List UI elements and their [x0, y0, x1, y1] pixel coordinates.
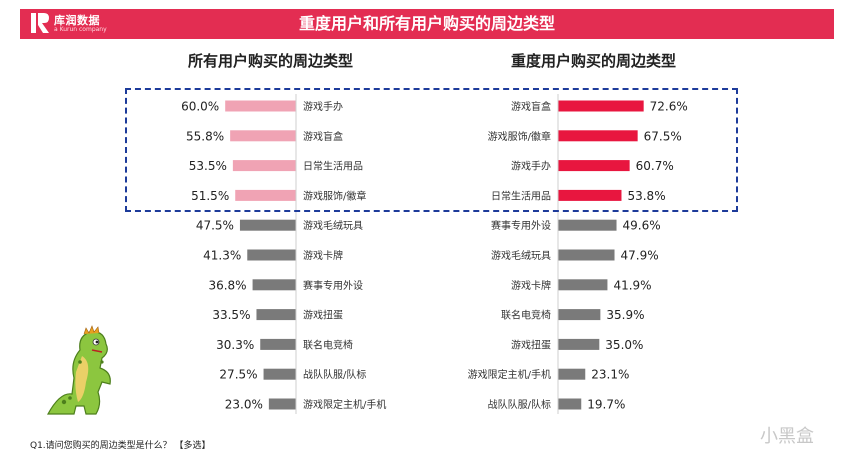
- left-category-label-9: 战队队服/队标: [303, 368, 366, 381]
- left-bar-4: [239, 219, 296, 231]
- left-category-label-4: 游戏毛绒玩具: [303, 219, 363, 232]
- brand-subtitle: a Kurun company: [54, 26, 107, 33]
- right-category-label-0: 游戏盲盒: [511, 100, 551, 113]
- dinosaur-mascot-icon: [46, 325, 111, 415]
- left-value-label-5: 41.3%: [203, 249, 241, 263]
- left-value-label-1: 55.8%: [186, 129, 224, 143]
- left-bar-9: [263, 368, 296, 380]
- right-value-label-6: 41.9%: [613, 278, 651, 292]
- left-bar-2: [232, 160, 296, 172]
- left-value-label-8: 30.3%: [216, 338, 254, 352]
- right-value-label-10: 19.7%: [587, 398, 625, 412]
- left-category-label-2: 日常生活用品: [303, 160, 363, 173]
- right-value-label-8: 35.0%: [605, 338, 643, 352]
- left-category-label-0: 游戏手办: [303, 100, 343, 113]
- left-category-label-3: 游戏服饰/徽章: [303, 189, 366, 202]
- right-chart-title: 重度用户购买的周边类型: [511, 52, 677, 70]
- left-bar-3: [235, 189, 296, 201]
- right-category-label-2: 游戏手办: [511, 160, 551, 173]
- left-value-label-9: 27.5%: [219, 368, 257, 382]
- question-note: Q1.请问您购买的周边类型是什么？ 【多选】: [30, 441, 211, 451]
- left-bar-5: [247, 249, 296, 261]
- left-value-label-2: 53.5%: [189, 159, 227, 173]
- header-banner: [20, 9, 834, 39]
- left-category-label-5: 游戏卡牌: [303, 249, 343, 262]
- left-bar-8: [260, 338, 296, 350]
- right-category-label-7: 联名电竞椅: [501, 309, 551, 322]
- left-value-label-6: 36.8%: [208, 278, 246, 292]
- right-bar-1: [558, 130, 638, 142]
- right-bar-0: [558, 100, 644, 112]
- right-category-label-6: 游戏卡牌: [511, 279, 551, 292]
- left-value-label-4: 47.5%: [196, 219, 234, 233]
- left-category-label-1: 游戏盲盒: [303, 130, 343, 143]
- right-category-label-3: 日常生活用品: [491, 189, 551, 202]
- left-bar-10: [268, 398, 296, 410]
- left-bar-6: [252, 279, 296, 291]
- right-category-label-4: 赛事专用外设: [491, 219, 551, 232]
- right-bar-4: [558, 219, 617, 231]
- right-bar-8: [558, 338, 600, 350]
- right-value-label-5: 47.9%: [621, 249, 659, 263]
- right-value-label-3: 53.8%: [627, 189, 665, 203]
- right-bar-9: [558, 368, 586, 380]
- right-bar-6: [558, 279, 608, 291]
- left-value-label-0: 60.0%: [181, 100, 219, 114]
- kurun-logo-icon: [31, 13, 49, 33]
- left-value-label-7: 33.5%: [212, 308, 250, 322]
- page-title: 重度用户和所有用户购买的周边类型: [298, 14, 555, 33]
- right-value-label-4: 49.6%: [623, 219, 661, 233]
- right-category-label-9: 游戏限定主机/手机: [468, 368, 551, 381]
- right-bar-5: [558, 249, 615, 261]
- left-bar-1: [230, 130, 296, 142]
- right-category-label-8: 游戏扭蛋: [511, 338, 551, 351]
- right-category-label-1: 游戏服饰/徽章: [488, 130, 551, 143]
- left-bar-0: [225, 100, 296, 112]
- right-value-label-2: 60.7%: [636, 159, 674, 173]
- top4-highlight-box: [125, 88, 738, 212]
- left-category-label-6: 赛事专用外设: [303, 279, 363, 292]
- left-value-label-10: 23.0%: [225, 398, 263, 412]
- left-chart-title: 所有用户购买的周边类型: [188, 52, 354, 70]
- right-bar-3: [558, 189, 622, 201]
- right-value-label-1: 67.5%: [644, 129, 682, 143]
- watermark: 小黑盒: [760, 426, 814, 447]
- right-category-label-5: 游戏毛绒玩具: [491, 249, 551, 262]
- left-category-label-7: 游戏扭蛋: [303, 309, 343, 322]
- left-category-label-8: 联名电竞椅: [303, 338, 353, 351]
- right-value-label-7: 35.9%: [606, 308, 644, 322]
- left-bar-7: [256, 309, 296, 321]
- right-value-label-0: 72.6%: [650, 100, 688, 114]
- right-category-label-10: 战队队服/队标: [488, 398, 551, 411]
- right-bar-10: [558, 398, 582, 410]
- brand-name: 库润数据: [54, 14, 100, 27]
- right-bar-7: [558, 309, 601, 321]
- right-bar-2: [558, 160, 630, 172]
- right-value-label-9: 23.1%: [591, 368, 629, 382]
- left-value-label-3: 51.5%: [191, 189, 229, 203]
- left-category-label-10: 游戏限定主机/手机: [303, 398, 386, 411]
